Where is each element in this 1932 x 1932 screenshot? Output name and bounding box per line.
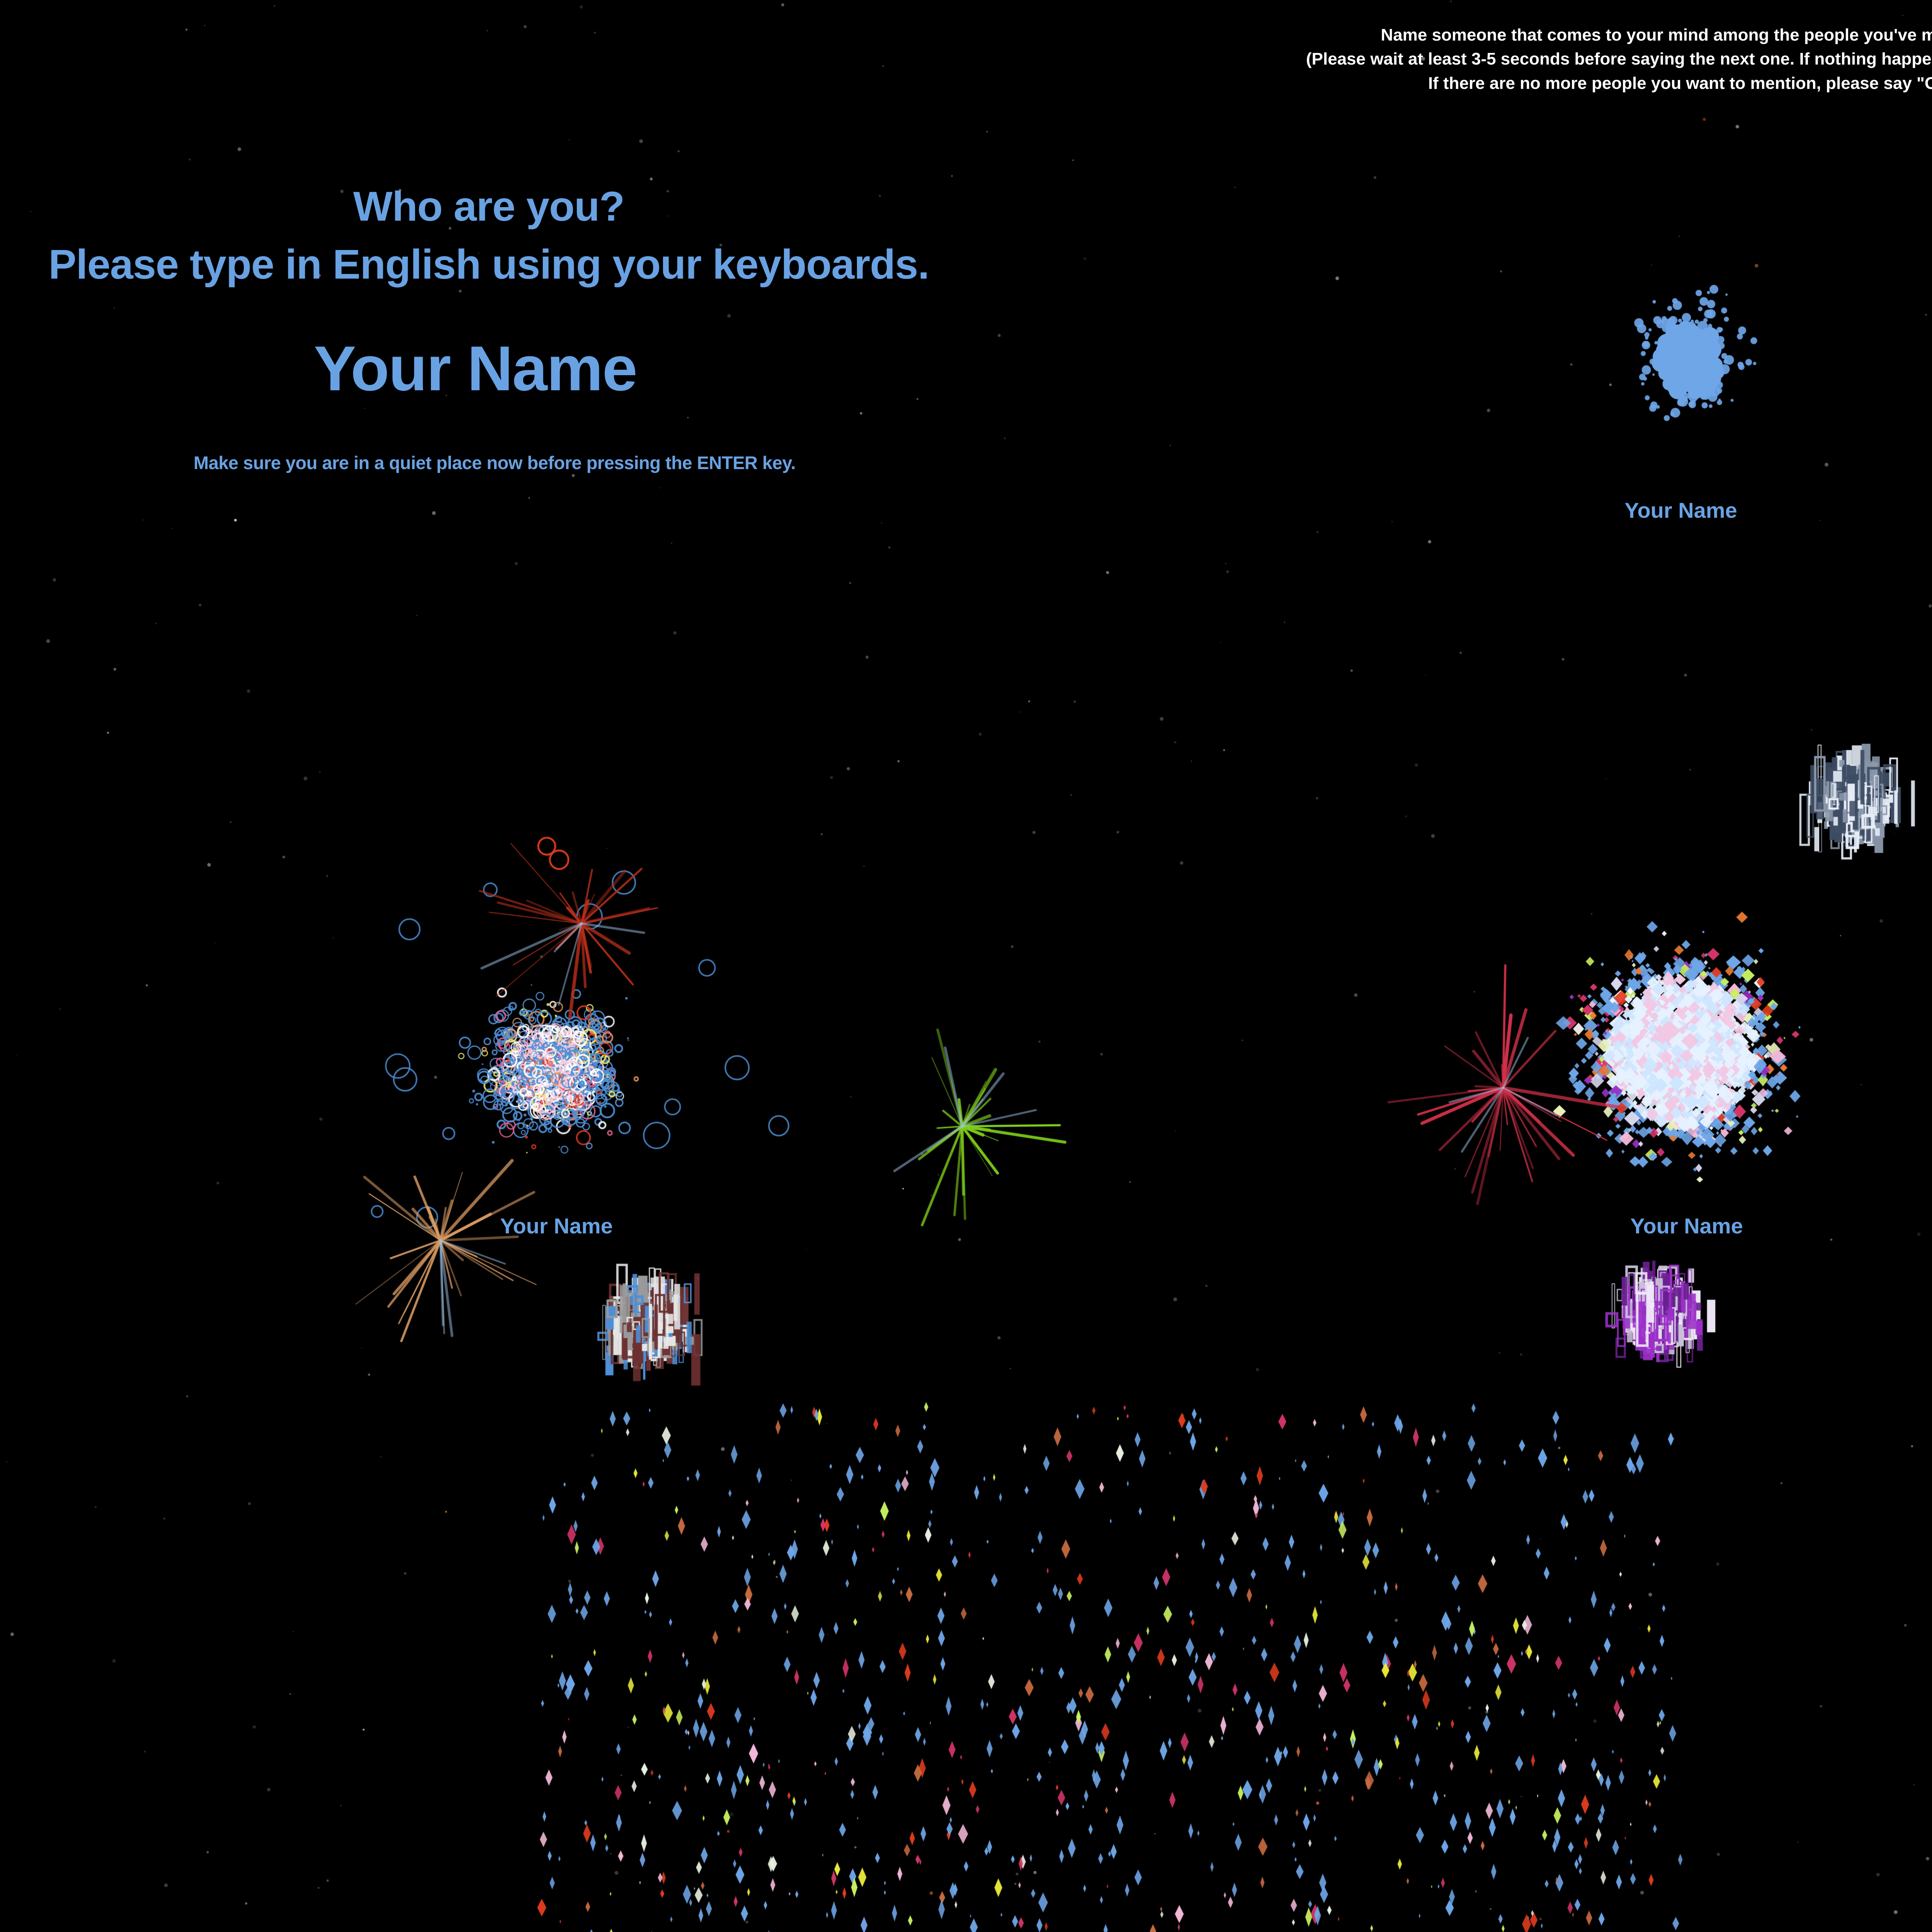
prompt-question: Who are you? [353,183,625,230]
cluster-label-middle: Your Name [500,1214,613,1238]
voice-instruction-line-3: If there are no more people you want to … [1428,73,1932,93]
cluster-label-bigright: Your Name [1630,1214,1743,1238]
name-prompt-block: Who are you? Please type in English usin… [0,185,978,285]
quiet-place-note: Make sure you are in a quiet place now b… [194,452,796,473]
cluster-label-topright: Your Name [1624,498,1737,522]
voice-instruction-block: Name someone that comes to your mind amo… [1306,23,1932,95]
name-input-field[interactable]: Your Name [314,333,638,404]
voice-instruction-line-1: Name someone that comes to your mind amo… [1381,26,1932,44]
prompt-instruction: Please type in English using your keyboa… [48,241,930,287]
voice-instruction-line-2: (Please wait at least 3-5 seconds before… [1306,49,1932,69]
